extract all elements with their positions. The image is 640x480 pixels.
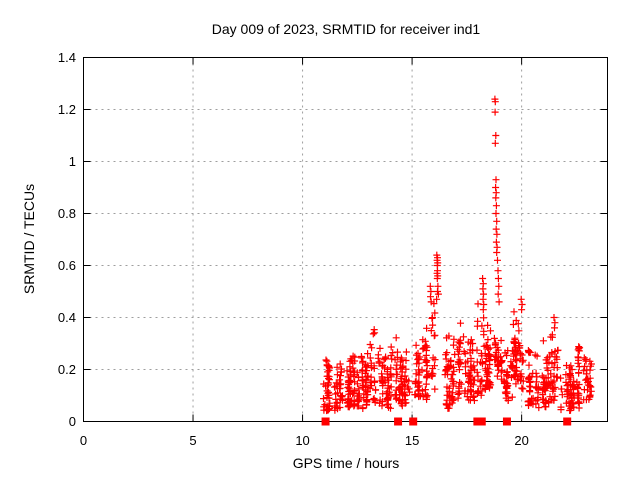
y-tick-label: 1 (69, 154, 76, 169)
baseline-square-marker (473, 417, 482, 426)
baseline-square-marker (477, 417, 486, 426)
y-tick-label: 1.2 (58, 102, 76, 117)
x-tick-label: 10 (295, 433, 309, 448)
baseline-square-marker (394, 417, 403, 426)
x-axis-label: GPS time / hours (292, 455, 400, 471)
baseline-square-marker (502, 417, 511, 426)
plot-border (83, 57, 608, 422)
y-tick-label: 0.8 (58, 206, 76, 221)
y-tick-label: 0 (69, 414, 76, 429)
chart-title: Day 009 of 2023, SRMTID for receiver ind… (211, 21, 481, 37)
scatter-points (320, 95, 595, 415)
axis-ticks (83, 57, 608, 422)
baseline-square-marker (321, 417, 330, 426)
x-tick-label: 0 (80, 433, 87, 448)
y-tick-label: 1.4 (58, 50, 76, 65)
x-tick-label: 20 (514, 433, 528, 448)
y-tick-label: 0.2 (58, 362, 76, 377)
x-tick-label: 5 (189, 433, 196, 448)
y-tick-label: 0.6 (58, 258, 76, 273)
baseline-square-marker (409, 417, 418, 426)
x-tick-label: 15 (405, 433, 419, 448)
baseline-square-marker (563, 417, 572, 426)
y-tick-label: 0.4 (58, 310, 76, 325)
